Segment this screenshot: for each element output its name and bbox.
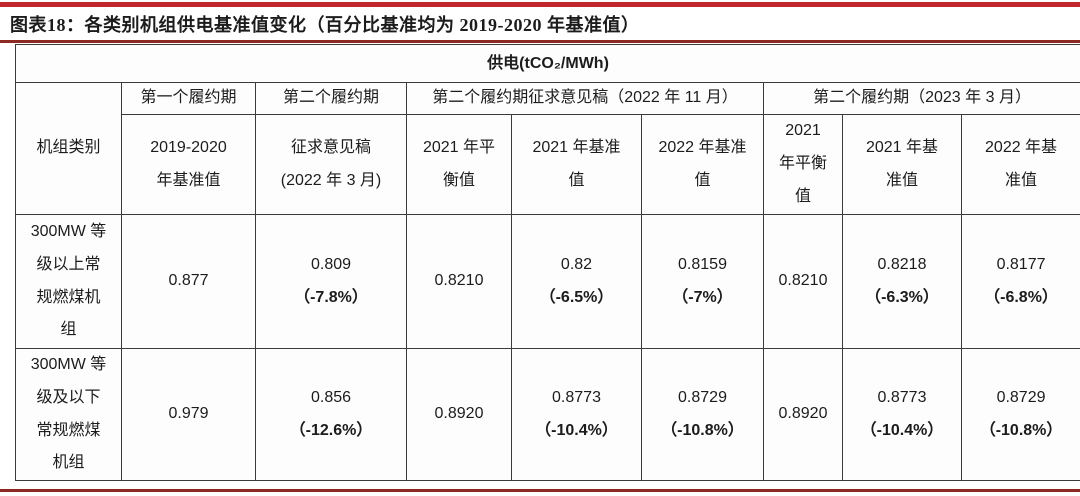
- unit-header-cell: 供电(tCO₂/MWh): [14, 44, 1080, 83]
- value-text: 0.8773: [877, 388, 927, 406]
- value-cell: 0.8773 （-10.4%）: [842, 347, 962, 482]
- pct-change-text: （-10.4%）: [535, 421, 618, 439]
- subheader-cell: 2019-2020 年基准值: [121, 114, 256, 215]
- value-cell: 0.856 （-12.6%）: [255, 347, 407, 482]
- value-text: 0.8210: [778, 272, 828, 290]
- value-text: 0.856: [310, 388, 352, 406]
- table-row: 300MW 等 级以上常 规燃煤机 组 0.877 0.809 （-7.8%） 0…: [15, 214, 1080, 349]
- pct-change-text: （-6.5%）: [539, 288, 614, 306]
- subheader-cell: 2022 年基 准值: [960, 114, 1080, 215]
- value-cell: 0.8920: [763, 347, 843, 482]
- benchmark-table: 供电(tCO₂/MWh) 机组类别 第一个履约期 第二个履约期 第二个履约期征求…: [14, 44, 1080, 482]
- value-text: 0.8920: [778, 405, 828, 423]
- value-cell: 0.877: [121, 214, 256, 349]
- value-text: 0.8177: [996, 255, 1046, 273]
- value-text: 0.877: [168, 272, 209, 290]
- value-cell: 0.979: [121, 347, 256, 482]
- value-cell: 0.8210: [763, 214, 843, 349]
- bottom-rule: [0, 489, 1080, 492]
- group-header-row: 机组类别 第一个履约期 第二个履约期 第二个履约期征求意见稿（2022 年 11…: [15, 82, 1080, 215]
- category-cell: 300MW 等 级及以下 常规燃煤 机组: [15, 347, 122, 482]
- value-cell: 0.8773 （-10.4%）: [511, 347, 642, 482]
- value-text: 0.809: [310, 255, 352, 273]
- group-header-draft-2022: 第二个履约期征求意见稿（2022 年 11 月）: [406, 82, 764, 115]
- unit-header-row: 供电(tCO₂/MWh): [14, 44, 1080, 83]
- value-text: 0.82: [560, 255, 593, 273]
- pct-change-text: （-6.3%）: [865, 288, 939, 306]
- value-text: 0.979: [168, 405, 209, 423]
- value-text: 0.8729: [996, 388, 1046, 406]
- category-cell: 300MW 等 级以上常 规燃煤机 组: [15, 214, 122, 349]
- value-text: 0.8920: [434, 405, 484, 423]
- table-row: 300MW 等 级及以下 常规燃煤 机组 0.979 0.856 （-12.6%）…: [15, 347, 1080, 482]
- value-cell: 0.8218 （-6.3%）: [842, 214, 962, 349]
- pct-change-text: （-7.8%）: [294, 288, 368, 306]
- pct-change-text: （-10.4%）: [860, 421, 944, 439]
- subheader-cell: 2021 年基准 值: [511, 114, 642, 215]
- value-cell: 0.82 （-6.5%）: [511, 214, 642, 349]
- title-divider-rule: [0, 40, 1080, 43]
- subheader-cell: 2022 年基准 值: [641, 114, 764, 215]
- subheader-row: 2019-2020 年基准值 征求意见稿 (2022 年 3 月) 2021 年…: [16, 114, 1080, 215]
- value-cell: 0.8729 （-10.8%）: [960, 347, 1080, 482]
- category-column-header: 机组类别: [15, 82, 122, 215]
- pct-change-text: （-7%）: [672, 288, 733, 306]
- value-text: 0.8773: [552, 388, 601, 406]
- value-text: 0.8729: [678, 388, 727, 406]
- subheader-cell: 征求意见稿 (2022 年 3 月): [255, 114, 407, 215]
- pct-change-text: （-10.8%）: [979, 421, 1063, 439]
- subheader-cell: 2021 年基 准值: [842, 114, 962, 215]
- value-text: 0.8210: [434, 272, 484, 290]
- value-text: 0.8159: [678, 255, 727, 273]
- group-header-period2-2023: 第二个履约期（2023 年 3 月）: [762, 82, 1080, 115]
- pct-change-text: （-12.6%）: [289, 421, 373, 439]
- figure-title: 图表18：各类别机组供电基准值变化（百分比基准均为 2019-2020 年基准值…: [10, 15, 640, 35]
- value-cell: 0.809 （-7.8%）: [255, 214, 407, 349]
- value-text: 0.8218: [877, 255, 927, 273]
- group-header-period1: 第一个履约期: [121, 82, 256, 115]
- group-header-period2: 第二个履约期: [255, 82, 407, 115]
- value-cell: 0.8920: [406, 347, 512, 482]
- value-cell: 0.8177 （-6.8%）: [960, 214, 1080, 349]
- pct-change-text: （-6.8%）: [984, 288, 1058, 306]
- value-cell: 0.8159 （-7%）: [641, 214, 764, 349]
- pct-change-text: （-10.8%）: [661, 421, 744, 439]
- value-cell: 0.8210: [406, 214, 512, 349]
- subheader-cell: 2021 年平 衡值: [406, 114, 512, 215]
- top-accent-rule: [0, 2, 1080, 7]
- value-cell: 0.8729 （-10.8%）: [641, 347, 764, 482]
- subheader-cell: 2021 年平衡 值: [763, 114, 843, 215]
